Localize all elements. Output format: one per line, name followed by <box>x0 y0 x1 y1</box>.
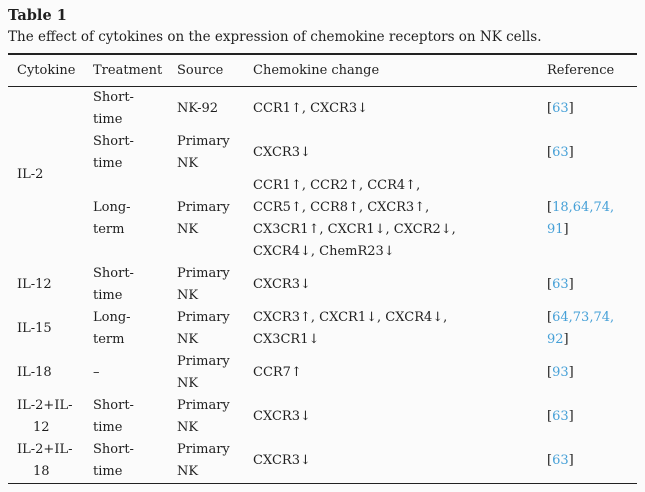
reference-close-bracket: ] <box>568 145 574 160</box>
cell-source: Primary NK <box>177 200 230 237</box>
citation-link[interactable]: 74 <box>593 200 610 215</box>
column-header-reference: Reference <box>538 54 637 87</box>
citation-link[interactable]: 64 <box>572 200 590 215</box>
reference-open-bracket: [ <box>547 453 553 468</box>
cell-source: Primary NK <box>177 398 230 435</box>
citation-link[interactable]: 91 <box>547 222 564 237</box>
reference-close-bracket: ] <box>568 365 574 380</box>
table-row: IL-18 – Primary NK CCR7↑ [93] <box>8 351 637 395</box>
citation-link[interactable]: 93 <box>552 365 569 380</box>
cell-source: Primary NK <box>177 442 230 479</box>
cell-reference: [63] <box>538 263 637 307</box>
citation-link[interactable]: 18 <box>552 200 569 215</box>
column-header-cytokine: Cytokine <box>8 54 84 87</box>
reference-open-bracket: [ <box>547 277 553 292</box>
cell-cytokine: IL-2+IL- 12 <box>17 398 73 435</box>
cell-treatment: Short- time <box>93 398 134 435</box>
cell-chemokine-change: CXCR3↓ <box>253 453 311 468</box>
cell-source: NK-92 <box>177 101 219 116</box>
table-row: IL-2 Short- time NK-92 CCR1↑, CXCR3↓ [63] <box>8 87 637 182</box>
citation-link[interactable]: 74 <box>593 310 610 325</box>
citation-link[interactable]: 63 <box>552 409 569 424</box>
cell-reference: [18,​64,​74,​91] <box>538 175 637 263</box>
cell-cytokine: IL-18 <box>17 365 52 380</box>
citation-link[interactable]: 64 <box>552 310 569 325</box>
cell-treatment: Short- time <box>93 266 134 303</box>
table-body: IL-2 Short- time NK-92 CCR1↑, CXCR3↓ [63] Sho… <box>8 87 637 484</box>
reference-open-bracket: [ <box>547 365 553 380</box>
cell-treatment: Short- time <box>93 442 134 479</box>
cell-source: Primary NK <box>177 134 230 171</box>
cell-cytokine: IL-12 <box>17 277 52 292</box>
cell-cytokine: IL-15 <box>17 321 52 336</box>
cell-reference: [93] <box>538 351 637 395</box>
cell-treatment: Long-term <box>93 200 131 237</box>
table-row: Short- time Primary NK CXCR3↓ [63] <box>8 131 637 175</box>
reference-open-bracket: [ <box>547 310 553 325</box>
citation-link[interactable]: 63 <box>552 453 569 468</box>
cell-treatment: – <box>93 365 100 380</box>
table-caption: The effect of cytokines on the expressio… <box>8 29 542 45</box>
cell-treatment: Short- time <box>93 134 134 171</box>
citation-separator: , <box>568 310 573 325</box>
cell-chemokine-change: CXCR3↓ <box>253 409 311 424</box>
reference-close-bracket: ] <box>568 101 574 116</box>
cell-treatment: Long-term <box>93 310 131 347</box>
cell-cytokine: IL-2 <box>17 167 44 182</box>
column-header-source: Source <box>168 54 244 87</box>
citation-separator: , <box>610 200 615 215</box>
citation-link[interactable]: 63 <box>552 101 569 116</box>
cell-source: Primary NK <box>177 266 230 303</box>
cell-reference: [63] <box>538 439 637 484</box>
cell-chemokine-change: CXCR3↓ <box>253 145 311 160</box>
header-row: Cytokine Treatment Source Chemokine change R… <box>8 54 637 87</box>
cell-chemokine-change: CCR1↑, CCR2↑, CCR4↑, CCR5↑, CCR8↑, CXCR3… <box>253 178 456 259</box>
citation-link[interactable]: 63 <box>552 145 569 160</box>
cell-chemokine-change: CCR7↑ <box>253 365 302 380</box>
table-row: IL-2+IL- 18 Short- time Primary NK CXCR3↓ [6… <box>8 439 637 484</box>
column-header-chemokine-change: Chemokine change <box>244 54 538 87</box>
reference-open-bracket: [ <box>547 409 553 424</box>
cell-chemokine-change: CXCR3↑, CXCR1↓, CXCR4↓, CX3CR1↓ <box>253 310 448 347</box>
citation-link[interactable]: 92 <box>547 332 564 347</box>
table-row: IL-12 Short- time Primary NK CXCR3↓ [63] <box>8 263 637 307</box>
reference-close-bracket: ] <box>563 332 569 347</box>
table-row: IL-2+IL- 12 Short- time Primary NK CXCR3↓ [6… <box>8 395 637 439</box>
cell-reference: [63] <box>538 395 637 439</box>
table-row: Long-term Primary NK CCR1↑, CCR2↑, CCR4↑, … <box>8 175 637 263</box>
cell-chemokine-change: CXCR3↓ <box>253 277 311 292</box>
table-title: Table 1 <box>8 7 67 24</box>
cell-chemokine-change: CCR1↑, CXCR3↓ <box>253 101 368 116</box>
cell-source: Primary NK <box>177 310 230 347</box>
citation-link[interactable]: 63 <box>552 277 569 292</box>
cell-reference: [63] <box>538 131 637 175</box>
reference-open-bracket: [ <box>547 101 553 116</box>
reference-close-bracket: ] <box>568 409 574 424</box>
cytokine-table: Cytokine Treatment Source Chemokine change R… <box>8 53 637 484</box>
citation-separator: , <box>589 200 594 215</box>
column-header-treatment: Treatment <box>84 54 168 87</box>
citation-separator: , <box>568 200 573 215</box>
cell-reference: [63] <box>538 87 637 132</box>
reference-close-bracket: ] <box>563 222 569 237</box>
cell-treatment: Short- time <box>93 90 134 127</box>
reference-open-bracket: [ <box>547 145 553 160</box>
cell-source: Primary NK <box>177 354 230 391</box>
reference-open-bracket: [ <box>547 200 553 215</box>
citation-separator: , <box>589 310 594 325</box>
citation-separator: , <box>610 310 615 325</box>
reference-close-bracket: ] <box>568 277 574 292</box>
table-row: IL-15 Long-term Primary NK CXCR3↑, CXCR1↓, … <box>8 307 637 351</box>
reference-close-bracket: ] <box>568 453 574 468</box>
cell-cytokine: IL-2+IL- 18 <box>17 442 73 479</box>
cell-reference: [64,​73,​74,​92] <box>538 307 637 351</box>
citation-link[interactable]: 73 <box>572 310 590 325</box>
